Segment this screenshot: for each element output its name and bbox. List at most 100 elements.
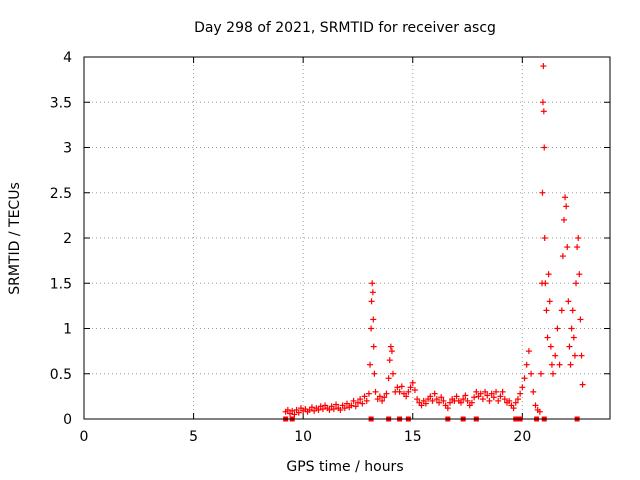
data-point [350, 397, 357, 404]
y-tick-label: 3 [63, 141, 72, 157]
x-tick-label: 15 [404, 429, 422, 445]
x-tick-label: 20 [513, 429, 531, 445]
data-point [479, 396, 486, 403]
x-tick-label: 10 [294, 429, 312, 445]
x-axis-label: GPS time / hours [286, 459, 403, 475]
data-point [359, 400, 366, 407]
tick-labels: 0 5 10 15 20 0 0.5 1 1.5 2 2.5 3 3.5 4 [50, 50, 532, 445]
data-point [284, 406, 291, 413]
y-tick-label: 0.5 [50, 367, 72, 383]
data-point [488, 390, 495, 397]
data-point [541, 235, 548, 241]
data-point [486, 397, 493, 404]
data-point [427, 393, 434, 400]
data-point [560, 216, 567, 223]
data-point [566, 343, 573, 350]
data-point [547, 343, 554, 350]
data-point [289, 407, 296, 414]
data-point [493, 388, 500, 395]
y-tick-label: 1 [63, 322, 72, 338]
y-tick-label: 1.5 [50, 276, 72, 292]
data-point [497, 393, 504, 400]
data-point [482, 388, 489, 395]
data-point [431, 390, 438, 397]
data-point [542, 280, 549, 287]
y-tick-label: 3.5 [50, 95, 72, 111]
y-axis-label: SRMTID / TECUs [7, 182, 23, 295]
data-point [383, 390, 390, 397]
data-point [568, 325, 575, 332]
data-point [348, 402, 355, 409]
data-point [368, 298, 375, 305]
data-point [367, 361, 374, 368]
data-point [558, 307, 565, 314]
data-point [357, 396, 364, 403]
x-tick-label: 5 [189, 429, 198, 445]
data-point [575, 235, 582, 241]
data-point [576, 271, 583, 278]
data-point [477, 390, 484, 397]
data-point [453, 393, 460, 400]
data-point [514, 396, 521, 403]
plot-frame [83, 56, 611, 420]
data-point [388, 348, 395, 355]
data-point [565, 298, 572, 305]
y-tick-label: 2.5 [50, 186, 72, 202]
data-point [543, 307, 550, 314]
data-point [354, 399, 361, 406]
data-point [405, 388, 412, 395]
chart-title: Day 298 of 2021, SRMTID for receiver asc… [194, 20, 496, 36]
data-point [444, 405, 451, 412]
data-point [369, 280, 376, 287]
data-point [569, 307, 576, 314]
data-point [501, 396, 508, 403]
data-point [530, 388, 537, 395]
data-point [490, 394, 497, 401]
data-point [429, 397, 436, 404]
y-tick-label: 4 [63, 50, 72, 66]
y-tick-label: 2 [63, 231, 72, 247]
data-point [371, 370, 378, 377]
data-point [545, 271, 552, 278]
data-point [387, 343, 394, 350]
data-point [539, 189, 546, 196]
data-point [554, 325, 561, 332]
data-point [546, 298, 553, 305]
data-point [464, 397, 471, 404]
data-point [440, 397, 447, 404]
data-point [495, 397, 502, 404]
data-point [308, 404, 315, 411]
data-point [506, 397, 513, 404]
data-point [330, 406, 337, 413]
data-point [418, 402, 425, 409]
data-point [523, 361, 530, 368]
data-point [365, 390, 372, 397]
data-point [473, 388, 480, 395]
data-point [394, 384, 401, 391]
data-point [559, 253, 566, 260]
data-point [438, 394, 445, 401]
data-point [344, 400, 350, 407]
data-point [573, 280, 580, 287]
data-point [436, 399, 443, 406]
data-point [368, 325, 375, 332]
data-point [552, 352, 559, 359]
data-point [295, 409, 302, 416]
data-point [433, 396, 440, 403]
data-point [315, 406, 322, 413]
data-point [570, 334, 577, 341]
data-point [319, 406, 326, 413]
data-point [386, 357, 393, 364]
data-point [571, 352, 578, 359]
data-point [337, 406, 344, 413]
data-point [381, 394, 388, 401]
data-point [370, 343, 377, 350]
data-point [525, 348, 532, 355]
data-point [577, 316, 584, 323]
data-point [517, 390, 524, 397]
data-point [407, 384, 414, 391]
data-point [385, 375, 392, 382]
data-point [564, 244, 571, 251]
data-point [409, 379, 416, 386]
